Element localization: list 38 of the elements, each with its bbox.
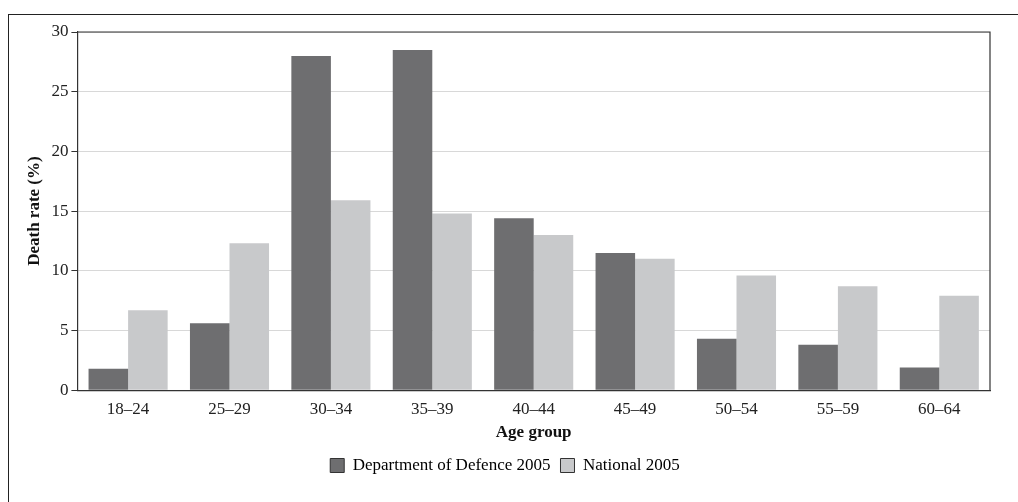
bar	[128, 310, 168, 390]
x-tick-label: 18–24	[106, 398, 150, 418]
x-tick-label: 50–54	[715, 398, 759, 418]
bar	[899, 367, 940, 390]
bar	[595, 252, 636, 390]
bar	[494, 218, 534, 390]
bar	[88, 368, 129, 390]
y-axis-title: Death rate (%)	[23, 156, 43, 266]
y-tick-label: 15	[51, 200, 69, 220]
x-tick-label: 60–64	[918, 398, 962, 418]
y-tick-label: 30	[51, 21, 69, 41]
legend-label: Department of Defence 2005	[352, 454, 551, 474]
x-axis-title: Age group	[495, 422, 572, 442]
bar	[696, 338, 737, 390]
legend-label: National 2005	[582, 454, 680, 474]
x-tick-label: 35–39	[411, 398, 454, 418]
bar	[392, 49, 433, 390]
x-tick-label: 55–59	[816, 398, 860, 418]
bar	[798, 344, 838, 390]
y-tick-label: 10	[51, 260, 69, 280]
y-tick-label: 5	[59, 319, 69, 339]
x-tick-label: 45–49	[613, 398, 657, 418]
y-tick-label: 20	[51, 140, 69, 160]
bar	[229, 243, 270, 390]
x-tick-label: 30–34	[309, 398, 353, 418]
y-tick-label: 25	[51, 81, 69, 101]
bar	[635, 258, 675, 390]
bar	[939, 295, 979, 390]
bar	[736, 275, 777, 390]
x-tick-label: 40–44	[512, 398, 556, 418]
bar	[533, 234, 574, 390]
bar	[432, 213, 472, 390]
x-tick-label: 25–29	[208, 398, 251, 418]
y-tick-label: 0	[59, 379, 69, 399]
bar	[291, 55, 331, 390]
bar	[330, 200, 371, 390]
bar	[189, 323, 230, 390]
bar	[837, 286, 878, 390]
